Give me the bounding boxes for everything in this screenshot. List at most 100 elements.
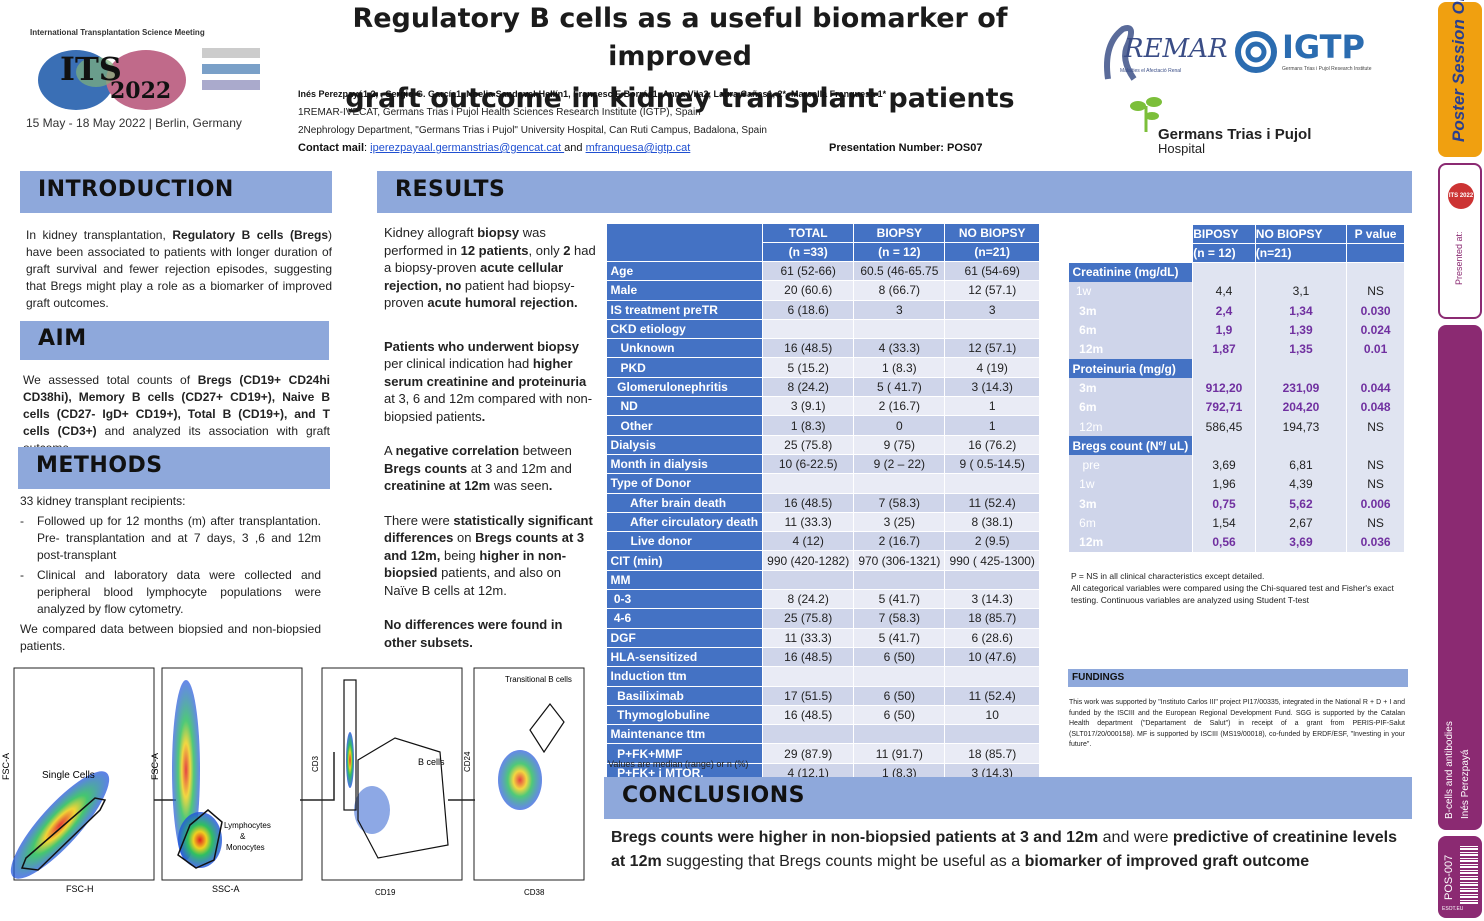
poster-title: Regulatory B cells as a useful biomarker… <box>290 0 1070 118</box>
hospital-logo: Germans Trias i Pujol Hospital <box>1122 94 1352 156</box>
row-label: Male <box>606 280 763 301</box>
table-row: After brain death 16 (48.5) 7 (58.3) 11 (52… <box>606 492 1040 513</box>
table-row: After circulatory death 11 (33.3) 3 (25) 8 … <box>606 511 1040 533</box>
pos-code-label: POS-007 <box>1443 854 1455 900</box>
row-value: NS <box>1346 455 1405 475</box>
row-value: 4 (33.3) <box>853 338 946 359</box>
row-value <box>944 569 1040 591</box>
results-text: Kidney allograft biopsy was performed in… <box>384 224 596 651</box>
remar-logo-sub: Malalties el Afectació Renal <box>1120 68 1182 74</box>
row-value: 1,34 <box>1254 301 1348 321</box>
aim-b1: Bregs (CD19+ CD24hi CD38hi), Memory B ce… <box>23 373 330 438</box>
fundings-text: This work was supported by "Instituto Ca… <box>1069 699 1405 748</box>
methods-p1: 33 kidney transplant recipients: <box>20 494 186 508</box>
row-value: 1 (8.3) <box>853 357 946 378</box>
row-value: 4 (19) <box>944 357 1040 378</box>
row-value: 1,39 <box>1254 320 1348 340</box>
remar-logo-text: REMAR <box>1124 34 1228 64</box>
t1-corner <box>605 223 764 262</box>
row-value <box>1346 358 1405 379</box>
row-value: 0,75 <box>1192 494 1256 514</box>
remar-logo: REMAR Malalties el Afectació Renal <box>1098 24 1228 84</box>
row-value: 3 (25) <box>853 511 946 533</box>
row-value <box>944 666 1040 687</box>
row-value: 29 (87.9) <box>762 743 855 764</box>
row-value: 6 (28.6) <box>944 627 1040 648</box>
row-value: 1,54 <box>1192 513 1256 533</box>
igtp-logo-text: IGTP <box>1282 28 1365 66</box>
table-row: CIT (min) 990 (420-1282) 970 (306-1321) 990… <box>606 550 1040 571</box>
t2-header-nobiopsy: NO BIOPSY <box>1254 224 1348 244</box>
row-label: Thymoglobuline <box>606 704 763 725</box>
row-value: 6 (50) <box>853 704 946 726</box>
methods-title: METHODS <box>36 453 163 478</box>
row-value: 12 (57.1) <box>944 338 1040 359</box>
row-value <box>944 473 1040 494</box>
table-row: pre 3,69 6,81 NS <box>1068 455 1405 475</box>
partner-logo-2 <box>202 64 260 74</box>
contact-email-1[interactable]: iperezpayaal.germanstrias@gencat.cat <box>370 142 565 154</box>
row-label: After brain death <box>606 492 763 513</box>
row-value: 9 ( 0.5-14.5) <box>944 453 1040 475</box>
plot1-y-label: FSC-A <box>1 753 11 780</box>
plot1-x-label: FSC-H <box>66 884 94 894</box>
plot3-x-label: CD19 <box>375 888 396 897</box>
contact-email-2[interactable]: mfranquesa@igtp.cat <box>585 142 691 154</box>
table-row: Age 61 (52-66) 60.5 (46-65.75 61 (54-69) <box>606 260 1040 282</box>
plot1-gate-label: Single Cells <box>42 770 95 781</box>
t1-header-nobiopsy: NO BIOPSY <box>944 223 1040 243</box>
row-label: Dialysis <box>606 434 763 455</box>
conclusions-t1: and were <box>1102 829 1173 846</box>
conclusions-b2: predictive of creatinine levels at 12m <box>611 829 1397 870</box>
intro-b1: Regulatory B cells (Bregs <box>172 228 328 242</box>
row-value: 0,56 <box>1192 532 1256 552</box>
row-value: 5 ( 41.7) <box>853 376 946 398</box>
results-p2: Patients who underwent biopsy per clinic… <box>384 338 593 424</box>
table-row: PKD 5 (15.2) 1 (8.3) 4 (19) <box>606 357 1040 378</box>
row-label: Creatinine (mg/dL) <box>1068 262 1193 282</box>
row-value <box>1254 436 1348 456</box>
t2-notes: P = NS in all clinical characteristics e… <box>1071 570 1406 606</box>
row-label: Other <box>606 415 763 436</box>
row-label: HLA-sensitized <box>606 646 763 667</box>
row-value: 2 (16.7) <box>853 531 946 552</box>
outcomes-table: BIPOSY NO BIOPSY P value (n = 12) (n=21)… <box>1067 224 1405 552</box>
hospital-name-1: Germans Trias i Pujol <box>1158 126 1312 143</box>
igtp-spiral-icon <box>1235 31 1277 73</box>
table-row: 12m 586,45 194,73 NS <box>1068 416 1405 437</box>
row-value <box>762 473 855 494</box>
row-value: 3,1 <box>1254 281 1348 302</box>
row-value <box>853 318 946 340</box>
row-value: 9 (2 – 22) <box>853 453 946 475</box>
table-row: Unknown 16 (48.5) 4 (33.3) 12 (57.1) <box>606 338 1040 359</box>
poster-online-badge[interactable]: Poster Session Online <box>1438 0 1482 157</box>
row-value: 1,35 <box>1254 339 1348 359</box>
partner-logo-1 <box>202 48 260 58</box>
pos-small-label: ESOT.EU <box>1442 906 1464 912</box>
row-label: Age <box>606 260 763 281</box>
table-row: HLA-sensitized 16 (48.5) 6 (50) 10 (47.6) <box>606 646 1040 668</box>
row-label: 12m <box>1068 339 1193 359</box>
conclusions-b1: Bregs counts were higher in non-biopsied… <box>611 829 1103 846</box>
table-row: Male 20 (60.6) 8 (66.7) 12 (57.1) <box>606 280 1040 301</box>
row-label: DGF <box>606 627 763 648</box>
row-value: 6 (18.6) <box>762 299 855 320</box>
row-value: 1,87 <box>1192 339 1256 359</box>
hospital-name-2: Hospital <box>1158 141 1205 156</box>
contact-label: Contact mail <box>298 142 365 154</box>
row-value <box>944 318 1040 340</box>
table-row: Glomerulonephritis 8 (24.2) 5 ( 41.7) 3 (14… <box>606 376 1040 398</box>
table-row: Induction ttm <box>606 666 1040 687</box>
row-label: MM <box>606 569 763 590</box>
table-row: 12m 0,56 3,69 0.036 <box>1068 532 1405 552</box>
table-row: 6m 792,71 204,20 0.048 <box>1068 397 1405 417</box>
row-value <box>762 666 855 687</box>
row-value: 60.5 (46-65.75 <box>853 260 946 282</box>
fundings-header: FUNDINGS <box>1068 669 1408 687</box>
results-p3: A negative correlation between Bregs cou… <box>384 443 572 493</box>
table-row: P+FK+MMF 29 (87.9) 11 (91.7) 18 (85.7) <box>606 743 1040 764</box>
its-logo-year: 2022 <box>110 78 172 104</box>
row-label: IS treatment preTR <box>606 299 763 320</box>
flow-plots: Single Cells FSC-H FSC-A Lymphocytes & M… <box>1 667 585 897</box>
row-label: 12m <box>1068 532 1193 552</box>
